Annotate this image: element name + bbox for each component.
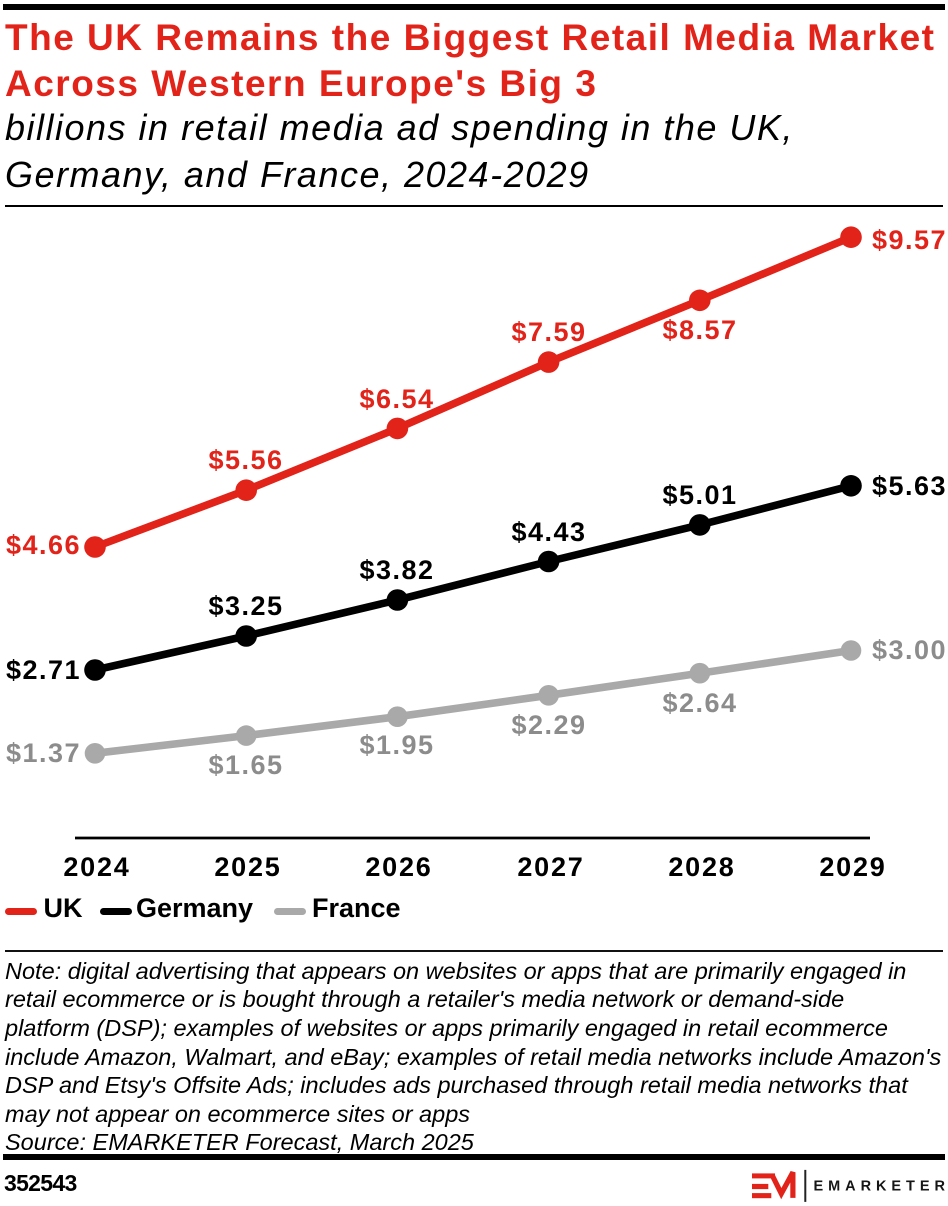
svg-text:EMARKETER: EMARKETER: [814, 1179, 948, 1195]
